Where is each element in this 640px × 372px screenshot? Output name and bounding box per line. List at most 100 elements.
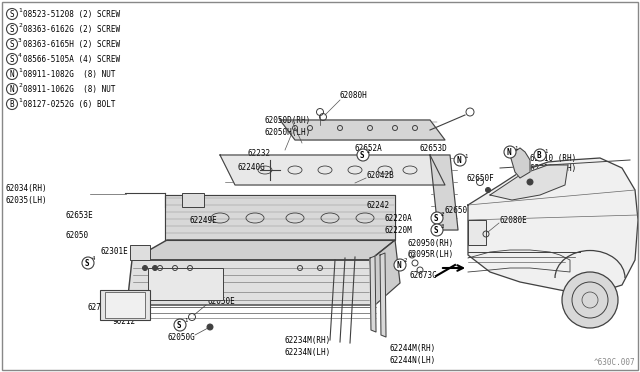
Text: 62650: 62650 <box>445 205 468 215</box>
Text: 62244M(RH): 62244M(RH) <box>390 343 436 353</box>
Text: 62211 (LH): 62211 (LH) <box>530 164 576 173</box>
Text: 62050G: 62050G <box>168 333 196 341</box>
Text: 62234N(LH): 62234N(LH) <box>285 347 332 356</box>
Circle shape <box>394 259 406 271</box>
Text: S: S <box>10 55 14 64</box>
FancyBboxPatch shape <box>130 245 150 260</box>
Text: N: N <box>10 84 14 93</box>
Circle shape <box>174 319 186 331</box>
Text: 62034(RH): 62034(RH) <box>5 183 47 192</box>
Text: 62249E: 62249E <box>190 216 218 225</box>
Text: 62653E: 62653E <box>65 211 93 219</box>
Polygon shape <box>127 260 375 305</box>
Text: 08363-6165H (2) SCREW: 08363-6165H (2) SCREW <box>23 39 120 48</box>
Text: 62050: 62050 <box>65 231 88 240</box>
Text: S: S <box>360 151 364 160</box>
Circle shape <box>152 266 157 270</box>
Circle shape <box>143 266 147 270</box>
Polygon shape <box>380 253 386 337</box>
Polygon shape <box>132 240 395 260</box>
Circle shape <box>562 272 618 328</box>
Text: N: N <box>457 155 461 164</box>
Text: 62234M(RH): 62234M(RH) <box>285 336 332 344</box>
Text: 62050E: 62050E <box>208 298 236 307</box>
Text: 3: 3 <box>18 38 22 42</box>
Circle shape <box>207 324 213 330</box>
Text: B: B <box>10 99 14 109</box>
Text: 08523-51208 (2) SCREW: 08523-51208 (2) SCREW <box>23 10 120 19</box>
Polygon shape <box>430 155 458 230</box>
Text: 62244N(LH): 62244N(LH) <box>390 356 436 365</box>
Text: 08911-1062G  (8) NUT: 08911-1062G (8) NUT <box>23 84 115 93</box>
Text: 1: 1 <box>514 145 517 151</box>
Text: 1: 1 <box>184 318 188 324</box>
FancyBboxPatch shape <box>182 193 204 207</box>
Polygon shape <box>280 120 445 140</box>
Text: 62050D(RH): 62050D(RH) <box>265 115 311 125</box>
Text: 1: 1 <box>464 154 467 158</box>
FancyBboxPatch shape <box>105 292 145 318</box>
Text: S: S <box>10 39 14 48</box>
Polygon shape <box>165 195 395 240</box>
Text: 4: 4 <box>18 52 22 58</box>
Text: 08566-5105A (4) SCREW: 08566-5105A (4) SCREW <box>23 55 120 64</box>
Text: 2: 2 <box>404 259 407 263</box>
Text: 2: 2 <box>367 148 371 154</box>
Text: 62210 (RH): 62210 (RH) <box>530 154 576 163</box>
FancyBboxPatch shape <box>468 220 486 245</box>
Text: ^630C.007: ^630C.007 <box>593 358 635 367</box>
Text: S: S <box>10 10 14 19</box>
Circle shape <box>431 224 443 236</box>
Text: S: S <box>84 259 90 267</box>
Text: 62095R(LH): 62095R(LH) <box>408 250 454 259</box>
Text: 2: 2 <box>18 22 22 28</box>
Polygon shape <box>468 158 638 295</box>
Circle shape <box>431 212 443 224</box>
Circle shape <box>534 149 546 161</box>
Polygon shape <box>370 256 376 332</box>
Text: 96212: 96212 <box>112 317 135 327</box>
Text: 62740: 62740 <box>87 304 110 312</box>
Text: 62220M: 62220M <box>385 225 413 234</box>
Text: 4: 4 <box>92 257 95 262</box>
Text: N: N <box>10 70 14 78</box>
Text: 62652A: 62652A <box>355 144 383 153</box>
Text: 62050H(LH): 62050H(LH) <box>265 128 311 137</box>
Text: N: N <box>397 260 401 269</box>
Text: N: N <box>507 148 511 157</box>
Text: 3: 3 <box>441 224 444 228</box>
Text: 62242: 62242 <box>367 201 390 209</box>
Text: 62301E: 62301E <box>100 247 128 257</box>
Text: S: S <box>177 321 181 330</box>
Text: 08363-6162G (2) SCREW: 08363-6162G (2) SCREW <box>23 25 120 33</box>
Circle shape <box>527 179 533 185</box>
Text: S: S <box>434 225 438 234</box>
Circle shape <box>504 146 516 158</box>
Circle shape <box>486 187 490 192</box>
Polygon shape <box>220 155 445 185</box>
Circle shape <box>454 154 466 166</box>
Text: 62220A: 62220A <box>385 214 413 222</box>
Text: 620950(RH): 620950(RH) <box>408 238 454 247</box>
Polygon shape <box>510 148 530 178</box>
Polygon shape <box>370 240 400 305</box>
Text: 62673C: 62673C <box>410 272 438 280</box>
Text: 62042B: 62042B <box>367 170 395 180</box>
Text: 62080H: 62080H <box>340 90 368 99</box>
Text: 62080E: 62080E <box>500 215 528 224</box>
Text: 1: 1 <box>544 148 547 154</box>
Text: 62232: 62232 <box>247 149 270 158</box>
Circle shape <box>357 149 369 161</box>
Text: 62653D: 62653D <box>420 144 448 153</box>
Text: 2: 2 <box>18 83 22 87</box>
Text: 2: 2 <box>441 212 444 217</box>
Text: S: S <box>434 214 438 222</box>
Text: B: B <box>537 151 541 160</box>
Text: 1: 1 <box>18 67 22 73</box>
Text: 1: 1 <box>18 97 22 103</box>
FancyBboxPatch shape <box>100 290 150 320</box>
Text: 62035(LH): 62035(LH) <box>5 196 47 205</box>
Circle shape <box>82 257 94 269</box>
Text: 08127-0252G (6) BOLT: 08127-0252G (6) BOLT <box>23 99 115 109</box>
Polygon shape <box>490 165 568 200</box>
